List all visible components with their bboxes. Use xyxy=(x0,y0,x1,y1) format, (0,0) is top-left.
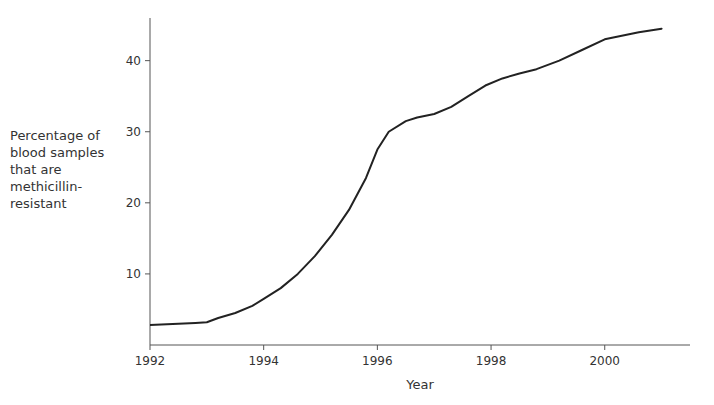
x-tick xyxy=(150,345,151,350)
y-tick xyxy=(145,273,150,274)
chart-svg: 1992 1994 1996 1998 2000 10 20 30 40 Year Percenta… xyxy=(0,0,714,405)
x-tick-label: 1992 xyxy=(135,354,166,368)
x-tick-label: 2000 xyxy=(589,354,620,368)
x-tick-label: 1994 xyxy=(248,354,279,368)
y-tick-label: 40 xyxy=(126,54,141,68)
y-axis-label-line: methicillin- xyxy=(10,179,82,194)
x-tick-label: 1998 xyxy=(476,354,507,368)
y-tick xyxy=(145,60,150,61)
y-axis-label-line: blood samples xyxy=(10,145,104,160)
data-line xyxy=(150,29,662,325)
y-axis-label-line: Percentage of xyxy=(10,128,100,143)
x-axis-line xyxy=(150,345,690,346)
x-tick-label: 1996 xyxy=(362,354,393,368)
y-axis: 10 20 30 40 xyxy=(126,54,150,281)
x-tick xyxy=(491,345,492,350)
y-tick xyxy=(145,202,150,203)
y-tick xyxy=(145,131,150,132)
x-tick xyxy=(263,345,264,350)
x-axis-label: Year xyxy=(405,377,434,392)
chart-container: 1992 1994 1996 1998 2000 10 20 30 40 Year Percenta… xyxy=(0,0,714,405)
y-axis-label-line: resistant xyxy=(10,196,67,211)
y-tick-label: 30 xyxy=(126,125,141,139)
x-axis: 1992 1994 1996 1998 2000 xyxy=(135,345,620,368)
y-tick-label: 10 xyxy=(126,267,141,281)
y-tick-label: 20 xyxy=(126,196,141,210)
x-tick xyxy=(604,345,605,350)
y-axis-line xyxy=(150,18,151,345)
y-axis-label: Percentage of blood samples that are methic… xyxy=(10,128,104,211)
y-axis-label-line: that are xyxy=(10,162,62,177)
plot-area xyxy=(150,29,662,325)
x-tick xyxy=(377,345,378,350)
